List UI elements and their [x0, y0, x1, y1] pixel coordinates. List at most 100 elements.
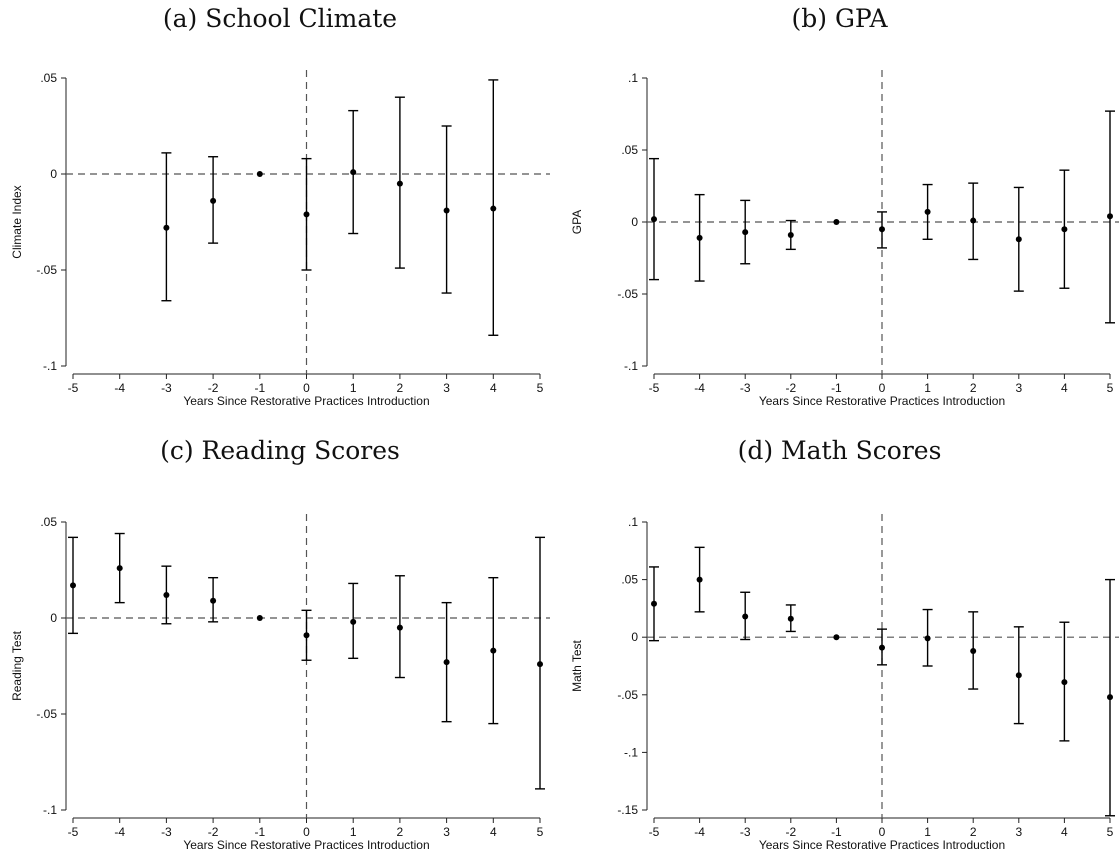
point-estimate	[879, 226, 885, 233]
y-tick-label: 0	[631, 630, 638, 644]
x-tick-label: -2	[208, 825, 219, 839]
x-tick-label: -1	[831, 825, 842, 839]
x-tick-label: 2	[970, 381, 977, 395]
x-tick-label: -4	[694, 381, 705, 395]
point-estimate	[163, 224, 170, 231]
y-tick-label: .05	[40, 71, 57, 85]
x-tick-label: -2	[785, 825, 796, 839]
y-tick-label: -.05	[36, 707, 57, 721]
x-tick-label: 0	[879, 825, 886, 839]
x-tick-label: 4	[1061, 381, 1068, 395]
y-axis-title: Reading Test	[10, 630, 24, 700]
x-tick-label: -5	[68, 825, 79, 839]
y-tick-label: -.1	[43, 359, 57, 373]
panel-title: (b) GPA	[791, 4, 888, 33]
y-axis-title: Climate Index	[10, 185, 24, 258]
x-tick-label: 5	[1107, 825, 1114, 839]
point-estimate	[490, 647, 497, 654]
point-estimate	[163, 591, 170, 598]
x-tick-label: 2	[397, 381, 404, 395]
x-tick-label: -3	[161, 381, 172, 395]
x-tick-label: -5	[649, 825, 660, 839]
y-tick-label: -.05	[36, 263, 57, 277]
chart-school-climate: .05 0 -.05 -.1 -5 -4 -3 -2 -1 0 1 2 3 4 5 Years Since R…	[10, 70, 550, 408]
point-estimate	[924, 635, 931, 642]
x-tick-label: 4	[490, 825, 497, 839]
y-tick-label: 0	[50, 167, 57, 181]
point-estimate	[537, 661, 543, 668]
x-tick-label: 2	[397, 825, 404, 839]
y-tick-label: -.1	[624, 359, 638, 373]
x-tick-label: 1	[924, 825, 931, 839]
y-tick-label: 0	[50, 611, 57, 625]
x-tick-label: 0	[303, 381, 310, 395]
point-estimate	[350, 169, 357, 176]
x-tick-label: -1	[254, 825, 265, 839]
y-tick-label: .05	[621, 143, 638, 157]
point-estimate	[696, 576, 703, 583]
y-tick-label: -.1	[43, 803, 57, 817]
y-tick-label: .1	[628, 71, 638, 85]
x-tick-label: -4	[114, 825, 125, 839]
point-estimate	[350, 618, 357, 625]
x-tick-label: 3	[1015, 381, 1022, 395]
point-estimate	[1107, 694, 1113, 701]
x-tick-label: 4	[1061, 825, 1068, 839]
x-tick-label: -2	[785, 381, 796, 395]
point-estimate	[651, 600, 657, 607]
x-tick-label: 4	[490, 381, 497, 395]
point-estimate	[924, 208, 931, 215]
x-tick-label: -1	[254, 381, 265, 395]
point-estimate	[256, 171, 263, 177]
y-tick-label: -.05	[617, 688, 638, 702]
x-tick-label: 1	[350, 381, 357, 395]
point-estimate	[210, 197, 217, 204]
y-tick-label: -.05	[617, 287, 638, 301]
point-estimate	[1015, 672, 1022, 679]
x-axis-title: Years Since Restorative Practices Introd…	[759, 394, 1005, 408]
point-estimate	[303, 211, 310, 218]
point-estimate	[396, 624, 403, 631]
point-estimate	[256, 615, 263, 621]
x-tick-label: -5	[68, 381, 79, 395]
x-tick-label: 0	[879, 381, 886, 395]
x-tick-label: -2	[208, 381, 219, 395]
y-tick-label: .05	[40, 515, 57, 529]
point-estimate	[970, 217, 977, 224]
point-estimate	[742, 613, 749, 620]
y-tick-label: .1	[628, 515, 638, 529]
y-tick-label: 0	[631, 215, 638, 229]
point-estimate	[70, 582, 76, 589]
x-tick-label: -3	[161, 825, 172, 839]
panel-reading-scores: (c) Reading Scores .05 0 -.05 -.1 -5 -4 -3 -2 -1…	[0, 432, 560, 861]
chart-math-scores: .1 .05 0 -.05 -.1 -.15 -5 -4 -3 -2 -1 0 1 2 3 4 5 Years S…	[570, 514, 1119, 852]
panel-title: (d) Math Scores	[737, 436, 942, 465]
point-estimate	[1061, 226, 1068, 233]
point-estimate	[1015, 236, 1022, 243]
point-estimate	[443, 207, 450, 214]
x-tick-label: 5	[537, 825, 544, 839]
chart-reading-scores: .05 0 -.05 -.1 -5 -4 -3 -2 -1 0 1 2 3 4 5 Years Since R…	[10, 514, 550, 852]
y-axis-title: Math Test	[570, 639, 584, 691]
point-estimate	[970, 648, 977, 655]
point-estimate	[787, 615, 794, 622]
x-tick-label: -4	[114, 381, 125, 395]
point-estimate	[1061, 679, 1068, 686]
point-estimate	[651, 216, 657, 223]
point-estimate	[1107, 213, 1113, 220]
panel-gpa: (b) GPA .1 .05 0 -.05 -.1 -5 -4 -3 -2 -1 0 1 2 3 4 5 Yea…	[560, 0, 1119, 430]
point-estimate	[787, 231, 794, 238]
point-estimate	[116, 565, 123, 572]
x-axis-title: Years Since Restorative Practices Introd…	[759, 838, 1005, 852]
x-tick-label: 3	[1015, 825, 1022, 839]
x-tick-label: 3	[443, 381, 450, 395]
point-estimate	[396, 180, 403, 187]
x-axis-title: Years Since Restorative Practices Introd…	[183, 838, 429, 852]
x-tick-label: -1	[831, 381, 842, 395]
x-tick-label: -3	[740, 825, 751, 839]
chart-gpa: .1 .05 0 -.05 -.1 -5 -4 -3 -2 -1 0 1 2 3 4 5 Years Since…	[570, 70, 1119, 408]
point-estimate	[833, 219, 840, 225]
point-estimate	[490, 205, 497, 212]
x-tick-label: 5	[537, 381, 544, 395]
panel-school-climate: (a) School Climate .05 0 -.05 -.1 -5 -4 -3 -2 -1…	[0, 0, 560, 430]
